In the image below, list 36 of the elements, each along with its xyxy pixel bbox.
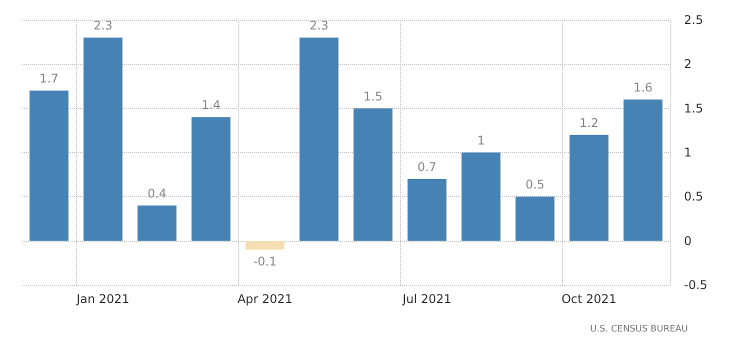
data-label: 1.7 xyxy=(39,72,59,86)
bar xyxy=(570,134,608,241)
data-label: 1 xyxy=(477,134,485,148)
data-label: 0.5 xyxy=(525,178,545,192)
data-label: 1.6 xyxy=(633,80,653,94)
bar xyxy=(246,240,284,250)
x-tick-label: Apr 2021 xyxy=(237,292,293,306)
bar xyxy=(408,179,446,241)
bar xyxy=(84,38,122,241)
data-label: 0.7 xyxy=(417,160,437,174)
data-label: 1.4 xyxy=(201,98,221,112)
y-tick-label: 2.5 xyxy=(684,13,704,27)
y-tick-label: 0.5 xyxy=(684,190,704,204)
x-tick-label: Jul 2021 xyxy=(402,292,452,306)
data-label: 2.3 xyxy=(309,18,329,33)
x-tick-label: Jan 2021 xyxy=(76,292,130,306)
bar xyxy=(624,100,662,241)
y-tick-label: 1.5 xyxy=(684,101,704,116)
data-label: 1.2 xyxy=(579,116,599,130)
y-tick-label: 0 xyxy=(684,234,692,248)
y-tick-label: 2 xyxy=(684,57,692,72)
text: U.S. CENSUS BUREAU xyxy=(590,324,688,334)
bar xyxy=(354,108,392,241)
data-label: 0.4 xyxy=(147,186,167,200)
data-label: 2.3 xyxy=(93,18,113,33)
data-label: 1.5 xyxy=(363,89,383,104)
x-tick-label: Oct 2021 xyxy=(561,292,617,306)
bar xyxy=(300,38,338,241)
bar xyxy=(462,152,500,241)
data-label: -0.1 xyxy=(253,254,277,269)
bar xyxy=(30,90,68,241)
bar xyxy=(192,117,230,241)
bar xyxy=(138,206,176,241)
bar xyxy=(516,196,554,241)
y-tick-label: -0.5 xyxy=(684,278,708,292)
y-tick-label: 1 xyxy=(684,146,692,160)
